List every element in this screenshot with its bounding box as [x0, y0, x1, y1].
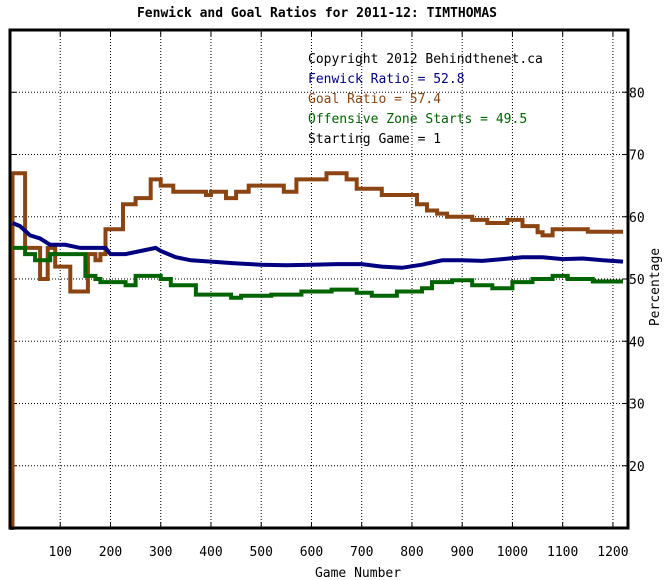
- annotation-text: Starting Game = 1: [308, 132, 441, 147]
- annotation-text: Copyright 2012 Behindthenet.ca: [308, 52, 543, 67]
- y-tick-label: 80: [629, 86, 645, 101]
- x-tick-label: 900: [450, 545, 473, 560]
- offensive-zone-starts-line: [12, 245, 623, 300]
- x-tick-label: 1100: [547, 545, 578, 560]
- x-axis-label: Game Number: [315, 566, 401, 580]
- y-tick-label: 30: [629, 398, 645, 413]
- y-tick-label: 70: [629, 149, 645, 164]
- x-tick-label: 100: [49, 545, 72, 560]
- plot-area: 100 200 300 400 500 600 700 800 900 1000 1100 1200 2…: [8, 28, 645, 560]
- x-tick-label: 500: [249, 545, 272, 560]
- chart-title: Fenwick and Goal Ratios for 2011-12: TIM…: [137, 6, 497, 21]
- x-tick-label: 700: [350, 545, 373, 560]
- x-tick-label: 1000: [497, 545, 528, 560]
- annotation-text: Offensive Zone Starts = 49.5: [308, 112, 527, 127]
- y-tick-label: 50: [629, 273, 645, 288]
- goal-ratio-line: [10, 171, 623, 530]
- x-tick-label: 600: [300, 545, 323, 560]
- x-tick-label: 1200: [597, 545, 628, 560]
- y-axis-label: Percentage: [648, 248, 663, 326]
- y-tick-label: 60: [629, 211, 645, 226]
- y-tick-label: 40: [629, 335, 645, 350]
- annotation-text: Fenwick Ratio = 52.8: [308, 72, 465, 87]
- x-tick-label: 300: [149, 545, 172, 560]
- y-tick-label: 20: [629, 460, 645, 475]
- x-tick-label: 400: [199, 545, 222, 560]
- fenwick-ratio-line: [11, 221, 624, 270]
- annotation-text: Goal Ratio = 57.4: [308, 92, 441, 107]
- plot-frame: [8, 28, 630, 530]
- x-tick-label: 800: [400, 545, 423, 560]
- x-tick-label: 200: [99, 545, 122, 560]
